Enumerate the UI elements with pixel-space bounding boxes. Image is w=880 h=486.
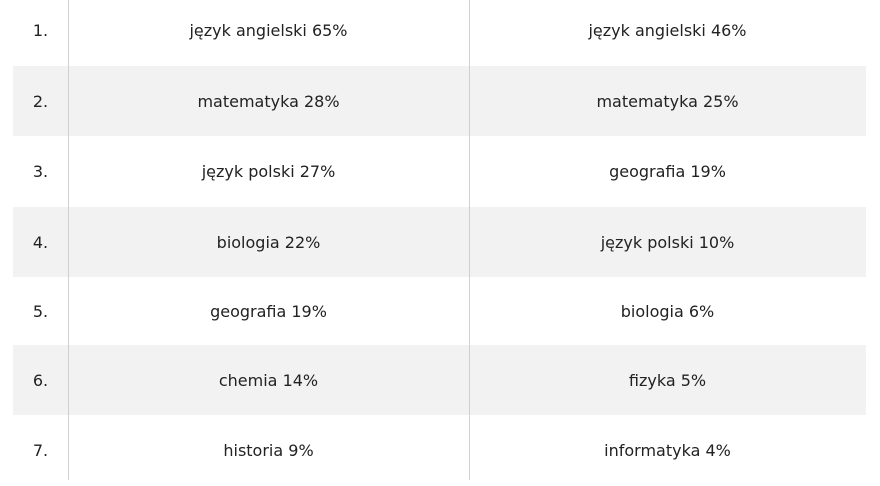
row-number: 5. [32,301,49,321]
right-cell: język angielski 46% [588,20,747,40]
table-row: 7. historia 9% informatyka 4% [13,415,866,486]
right-cell: informatyka 4% [604,441,731,460]
row-number: 6. [32,370,49,390]
column-divider [68,0,69,480]
table-row: 1. język angielski 65% język angielski 46% [13,0,866,66]
right-cell: matematyka 25% [596,91,739,111]
row-number: 2. [32,91,49,111]
left-cell: biologia 22% [216,232,321,252]
left-cell: matematyka 28% [197,91,340,111]
table-row: 6. chemia 14% fizyka 5% [13,345,866,415]
row-number: 4. [32,232,49,252]
row-number: 3. [32,162,49,181]
left-cell: geografia 19% [210,301,327,321]
right-cell: geografia 19% [609,162,726,181]
table-row: 5. geografia 19% biologia 6% [13,277,866,345]
column-divider [469,0,470,480]
table-row: 2. matematyka 28% matematyka 25% [13,66,866,136]
table-row: 4. biologia 22% język polski 10% [13,207,866,277]
left-cell: historia 9% [223,441,314,460]
left-cell: chemia 14% [218,370,319,390]
row-number: 7. [32,441,49,460]
row-number: 1. [32,20,49,40]
right-cell: język polski 10% [600,232,735,252]
left-cell: język polski 27% [201,162,336,181]
right-cell: biologia 6% [620,301,715,321]
left-cell: język angielski 65% [189,20,348,40]
right-cell: fizyka 5% [628,370,707,390]
table-row: 3. język polski 27% geografia 19% [13,136,866,207]
